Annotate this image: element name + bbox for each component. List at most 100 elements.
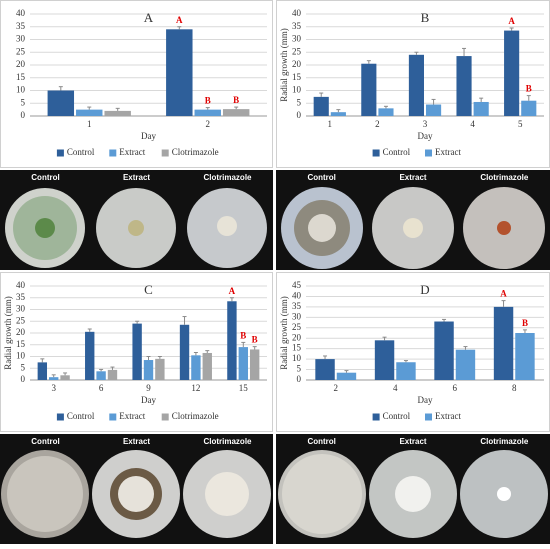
- bar: [455, 349, 476, 380]
- photo-label: Control: [31, 173, 59, 182]
- x-tick-label: 1: [87, 119, 92, 129]
- y-tick-label: 0: [297, 374, 302, 384]
- y-tick-label: 20: [292, 332, 302, 342]
- y-tick-label: 25: [292, 46, 302, 56]
- y-axis-label: Radial growth (mm): [3, 296, 13, 370]
- significance-letter: B: [526, 84, 532, 94]
- bar: [132, 323, 142, 380]
- significance-letter: B: [205, 96, 211, 106]
- bar: [179, 324, 190, 380]
- significance-letter: A: [229, 286, 236, 296]
- y-tick-label: 20: [16, 327, 26, 337]
- bar: [473, 101, 489, 116]
- bar: [330, 112, 346, 116]
- legend-swatch: [372, 149, 380, 157]
- bar: [60, 375, 70, 380]
- x-tick-label: 9: [146, 383, 151, 393]
- bar: [493, 306, 514, 380]
- photo-label: Clotrimazole: [203, 173, 252, 182]
- x-tick-label: 12: [191, 383, 200, 393]
- bar: [104, 110, 131, 116]
- legend-label: Control: [383, 411, 411, 421]
- legend-swatch: [425, 149, 432, 157]
- bar: [194, 109, 221, 116]
- y-tick-label: 35: [16, 292, 26, 302]
- x-tick-label: 3: [51, 383, 56, 393]
- y-tick-label: 15: [16, 72, 26, 82]
- bar: [202, 352, 212, 380]
- x-tick-label: 2: [206, 119, 211, 129]
- x-tick-label: 2: [375, 119, 380, 129]
- x-tick-label: 2: [334, 383, 339, 393]
- bar: [47, 90, 75, 116]
- significance-letter: B: [240, 330, 246, 340]
- chart-frame: [0, 272, 273, 432]
- chart-title: A: [144, 10, 154, 25]
- x-tick-label: 15: [239, 383, 249, 393]
- bar: [374, 340, 395, 380]
- colony: [205, 472, 249, 516]
- legend-label: Clotrimazole: [172, 147, 219, 157]
- y-tick-label: 5: [21, 97, 26, 107]
- legend-label: Control: [383, 147, 411, 157]
- chart-title: D: [420, 282, 429, 297]
- x-tick-label: 4: [393, 383, 398, 393]
- bar: [434, 321, 454, 380]
- bar: [336, 372, 357, 380]
- y-tick-label: 10: [16, 351, 26, 361]
- bar: [378, 108, 394, 116]
- legend-swatch: [56, 149, 64, 157]
- photo-label: Control: [307, 437, 335, 446]
- photo-label: Extract: [123, 437, 150, 446]
- bar: [408, 54, 424, 116]
- photo-label: Control: [31, 437, 59, 446]
- x-tick-label: 6: [99, 383, 104, 393]
- colony: [395, 476, 431, 512]
- y-tick-label: 40: [16, 8, 26, 18]
- y-tick-label: 20: [292, 59, 302, 69]
- colony: [35, 218, 55, 238]
- y-tick-label: 25: [16, 315, 26, 325]
- colony: [282, 454, 362, 534]
- y-tick-label: 15: [292, 343, 302, 353]
- bar: [96, 371, 106, 380]
- y-tick-label: 30: [292, 311, 302, 321]
- photo-label: Extract: [399, 173, 426, 182]
- photo-label: Clotrimazole: [480, 173, 529, 182]
- x-axis-label: Day: [141, 395, 156, 405]
- legend-label: Control: [67, 411, 95, 421]
- y-tick-label: 35: [292, 301, 302, 311]
- y-tick-label: 30: [292, 34, 302, 44]
- legend-swatch: [56, 413, 64, 421]
- photo-label: Clotrimazole: [480, 437, 529, 446]
- y-tick-label: 40: [292, 291, 302, 301]
- y-tick-label: 30: [16, 34, 26, 44]
- y-tick-label: 25: [292, 322, 302, 332]
- x-tick-label: 4: [470, 119, 475, 129]
- x-axis-label: Day: [418, 131, 433, 141]
- bar: [76, 109, 103, 116]
- photo-label: Extract: [123, 173, 150, 182]
- bar: [361, 63, 377, 116]
- bar: [521, 100, 537, 116]
- bar: [49, 377, 59, 380]
- bar: [238, 347, 248, 380]
- legend-label: Extract: [435, 147, 461, 157]
- bar: [107, 369, 118, 380]
- y-tick-label: 40: [292, 8, 302, 18]
- bar: [249, 349, 260, 380]
- significance-letter: A: [500, 289, 507, 299]
- y-tick-label: 5: [21, 362, 26, 372]
- y-tick-label: 35: [16, 21, 26, 31]
- colony: [7, 456, 83, 532]
- legend-label: Extract: [119, 411, 145, 421]
- y-axis-label: Radial growth (mm): [279, 296, 289, 370]
- y-tick-label: 45: [292, 280, 302, 290]
- bar: [315, 359, 335, 380]
- significance-letter: B: [522, 318, 528, 328]
- bar: [456, 56, 472, 116]
- y-tick-label: 30: [16, 304, 26, 314]
- y-tick-label: 0: [21, 374, 26, 384]
- significance-letter: A: [176, 15, 183, 25]
